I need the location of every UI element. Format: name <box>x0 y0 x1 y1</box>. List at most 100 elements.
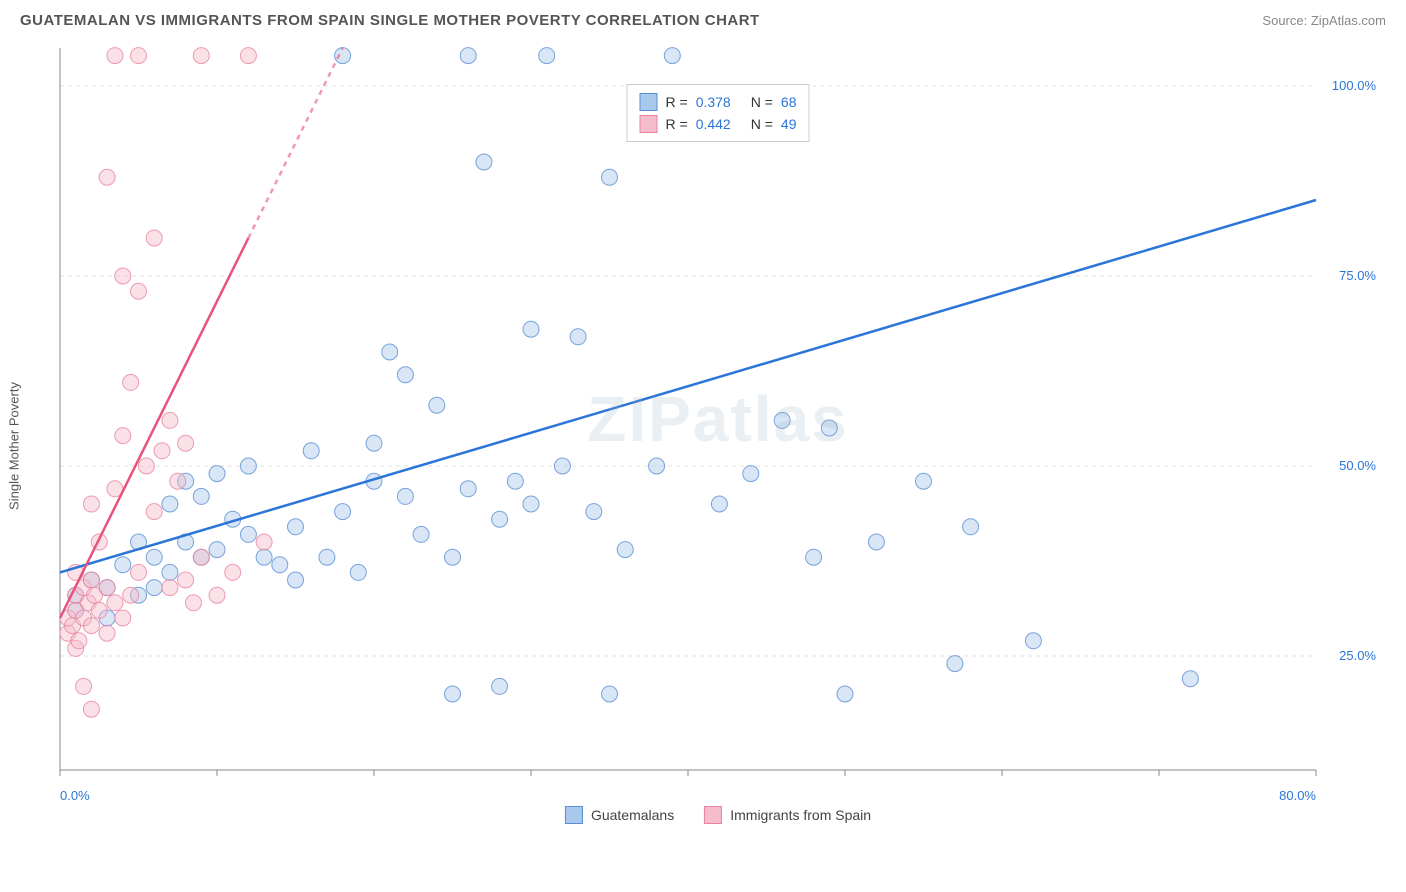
data-point <box>146 549 162 565</box>
legend-n-label: N = <box>751 116 773 132</box>
legend-series: Guatemalans Immigrants from Spain <box>565 806 871 824</box>
data-point <box>162 412 178 428</box>
data-point <box>209 542 225 558</box>
data-point <box>115 610 131 626</box>
data-point <box>193 48 209 64</box>
legend-r-value: 0.378 <box>696 94 731 110</box>
y-tick-label: 50.0% <box>1339 458 1376 473</box>
legend-series-item: Immigrants from Spain <box>704 806 871 824</box>
y-tick-label: 100.0% <box>1332 78 1377 93</box>
data-point <box>664 48 680 64</box>
legend-stats-row: R = 0.442 N = 49 <box>640 113 797 135</box>
data-point <box>947 656 963 672</box>
data-point <box>170 473 186 489</box>
data-point <box>193 549 209 565</box>
data-point <box>602 686 618 702</box>
data-point <box>397 367 413 383</box>
data-point <box>146 504 162 520</box>
data-point <box>115 268 131 284</box>
data-point <box>303 443 319 459</box>
data-point <box>138 458 154 474</box>
data-point <box>131 48 147 64</box>
data-point <box>586 504 602 520</box>
legend-stats: R = 0.378 N = 68 R = 0.442 N = 49 <box>627 84 810 142</box>
data-point <box>131 564 147 580</box>
data-point <box>413 526 429 542</box>
data-point <box>83 496 99 512</box>
x-tick-label: 80.0% <box>1279 788 1316 803</box>
trend-line <box>60 200 1316 572</box>
data-point <box>162 496 178 512</box>
data-point <box>916 473 932 489</box>
legend-swatch <box>640 93 658 111</box>
data-point <box>460 48 476 64</box>
data-point <box>1025 633 1041 649</box>
data-point <box>256 549 272 565</box>
scatter-plot: 25.0%50.0%75.0%100.0%0.0%80.0% <box>50 40 1386 830</box>
data-point <box>162 564 178 580</box>
data-point <box>868 534 884 550</box>
data-point <box>366 435 382 451</box>
data-point <box>1182 671 1198 687</box>
data-point <box>272 557 288 573</box>
chart-header: GUATEMALAN VS IMMIGRANTS FROM SPAIN SING… <box>0 0 1406 40</box>
y-axis-label: Single Mother Poverty <box>7 382 22 510</box>
data-point <box>240 526 256 542</box>
data-point <box>99 625 115 641</box>
data-point <box>154 443 170 459</box>
data-point <box>397 488 413 504</box>
legend-series-label: Guatemalans <box>591 807 674 823</box>
legend-stats-row: R = 0.378 N = 68 <box>640 91 797 113</box>
data-point <box>107 48 123 64</box>
data-point <box>445 686 461 702</box>
data-point <box>76 678 92 694</box>
data-point <box>335 504 351 520</box>
data-point <box>649 458 665 474</box>
data-point <box>382 344 398 360</box>
legend-series-label: Immigrants from Spain <box>730 807 871 823</box>
legend-swatch <box>565 806 583 824</box>
data-point <box>711 496 727 512</box>
x-tick-label: 0.0% <box>60 788 90 803</box>
chart-container: 25.0%50.0%75.0%100.0%0.0%80.0% ZIPatlas … <box>50 40 1386 830</box>
legend-r-value: 0.442 <box>696 116 731 132</box>
data-point <box>240 48 256 64</box>
data-point <box>617 542 633 558</box>
trend-line-extrapolated <box>248 48 342 238</box>
data-point <box>240 458 256 474</box>
data-point <box>178 572 194 588</box>
data-point <box>602 169 618 185</box>
legend-swatch <box>704 806 722 824</box>
data-point <box>115 428 131 444</box>
data-point <box>743 466 759 482</box>
source-attribution: Source: ZipAtlas.com <box>1262 13 1386 28</box>
chart-title: GUATEMALAN VS IMMIGRANTS FROM SPAIN SING… <box>20 12 760 29</box>
data-point <box>123 374 139 390</box>
data-point <box>476 154 492 170</box>
legend-r-label: R = <box>666 116 688 132</box>
data-point <box>178 435 194 451</box>
data-point <box>288 572 304 588</box>
data-point <box>107 595 123 611</box>
legend-n-label: N = <box>751 94 773 110</box>
legend-swatch <box>640 115 658 133</box>
data-point <box>91 602 107 618</box>
data-point <box>83 701 99 717</box>
data-point <box>523 496 539 512</box>
data-point <box>185 595 201 611</box>
data-point <box>963 519 979 535</box>
data-point <box>115 557 131 573</box>
data-point <box>554 458 570 474</box>
data-point <box>350 564 366 580</box>
data-point <box>83 572 99 588</box>
data-point <box>193 488 209 504</box>
data-point <box>99 169 115 185</box>
data-point <box>523 321 539 337</box>
data-point <box>131 283 147 299</box>
data-point <box>209 587 225 603</box>
data-point <box>83 618 99 634</box>
data-point <box>570 329 586 345</box>
legend-n-value: 68 <box>781 94 797 110</box>
data-point <box>319 549 335 565</box>
data-point <box>492 678 508 694</box>
